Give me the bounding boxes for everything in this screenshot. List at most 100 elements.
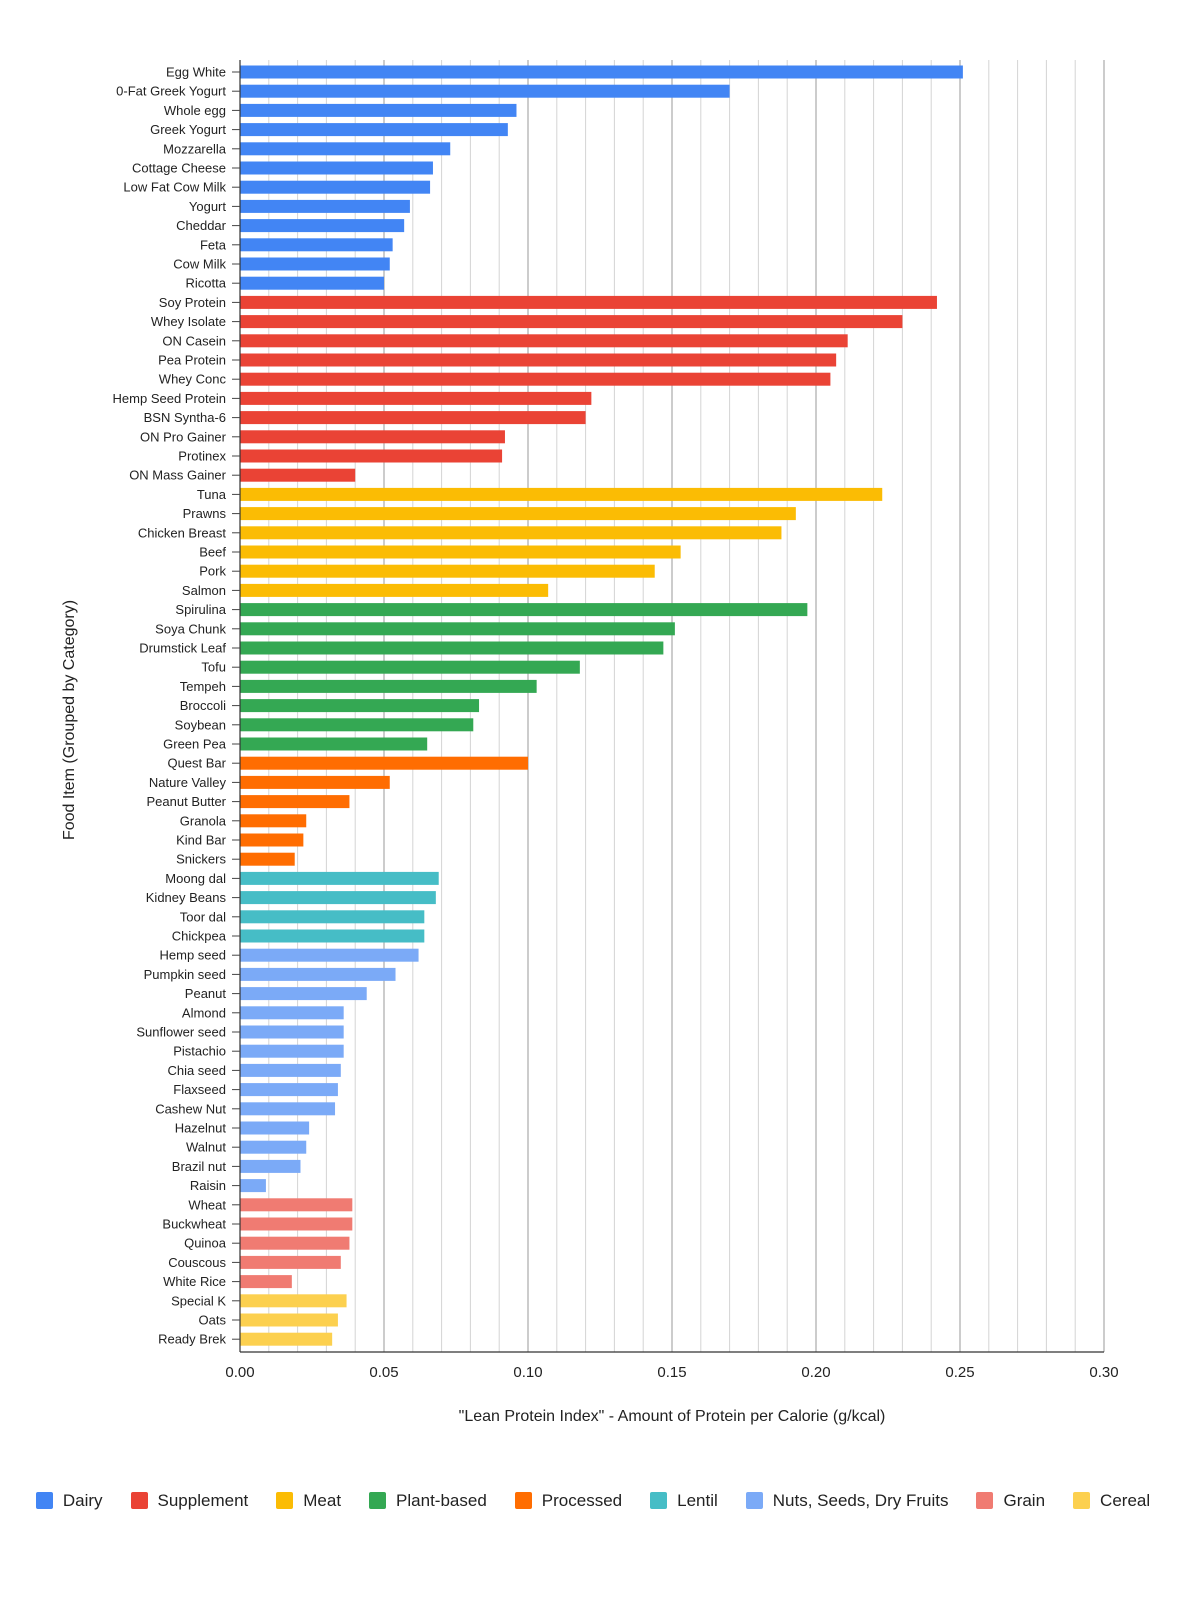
y-tick-label: Chia seed — [167, 1063, 226, 1078]
bar — [240, 1083, 338, 1097]
y-tick-label: Raisin — [190, 1178, 226, 1193]
bar — [240, 852, 295, 866]
y-tick-labels: Egg White 0-Fat Greek Yogurt Whole egg Gree… — [113, 65, 240, 1347]
x-tick-label: 0.05 — [369, 1364, 398, 1381]
legend-item: Plant-based — [369, 1488, 487, 1514]
y-tick-label: Almond — [182, 1005, 226, 1020]
bar — [240, 641, 664, 655]
legend-swatch — [1073, 1492, 1091, 1509]
y-tick-label: Walnut — [186, 1140, 226, 1155]
y-tick-label: Quest Bar — [167, 756, 226, 771]
legend-item: Processed — [514, 1488, 622, 1514]
bar — [240, 411, 586, 425]
bar — [240, 372, 831, 386]
x-tick-label: 0.25 — [945, 1364, 974, 1381]
y-tick-label: Soy Protein — [159, 295, 226, 310]
bar — [240, 1025, 344, 1039]
y-tick-label: ON Pro Gainer — [140, 429, 227, 444]
bar — [240, 161, 433, 175]
bar — [240, 1198, 353, 1212]
legend-label: Dairy — [62, 1491, 103, 1510]
bar — [240, 199, 410, 213]
y-tick-label: Salmon — [182, 583, 226, 598]
bar — [240, 142, 451, 156]
legend-item: Meat — [276, 1488, 341, 1514]
bar — [240, 315, 903, 329]
y-axis-title: Food Item (Grouped by Category) — [61, 600, 78, 840]
bar — [240, 238, 393, 252]
bars-group — [239, 60, 1104, 1353]
bar — [240, 545, 681, 559]
y-tick-label: Tempeh — [180, 679, 226, 694]
y-tick-label: Whey Isolate — [151, 314, 226, 329]
bar — [240, 910, 425, 924]
y-tick-label: Protinex — [178, 449, 226, 464]
x-tick-label: 0.00 — [225, 1364, 254, 1381]
y-tick-label: ON Casein — [162, 333, 226, 348]
y-tick-label: Drumstick Leaf — [139, 641, 226, 656]
bar — [240, 84, 730, 98]
x-tick-labels: 0.00 0.05 0.10 0.15 0.20 0.25 0.30 — [225, 1364, 1118, 1381]
y-tick-label: White Rice — [163, 1274, 226, 1289]
y-tick-label: Wheat — [188, 1197, 226, 1212]
chart-legend: Dairy Supplement Meat Plant-based Processed L… — [0, 1488, 1186, 1514]
legend-item: Grain — [976, 1488, 1045, 1514]
y-tick-label: Pea Protein — [158, 353, 226, 368]
legend-item: Supplement — [130, 1488, 248, 1514]
y-tick-label: Peanut — [185, 986, 227, 1001]
bar — [240, 1255, 341, 1269]
legend-label: Nuts, Seeds, Dry Fruits — [772, 1491, 949, 1510]
bar — [240, 487, 883, 501]
x-tick-label: 0.30 — [1089, 1364, 1118, 1381]
bar — [240, 1102, 336, 1116]
legend-label: Lentil — [677, 1491, 718, 1510]
y-tick-label: Oats — [199, 1313, 227, 1328]
legend-item: Dairy — [35, 1488, 103, 1514]
legend-item: Nuts, Seeds, Dry Fruits — [745, 1488, 949, 1514]
bar — [240, 622, 675, 636]
y-tick-label: Spirulina — [175, 602, 226, 617]
y-tick-label: Green Pea — [163, 737, 227, 752]
y-tick-label: Soya Chunk — [155, 621, 226, 636]
y-tick-label: Prawns — [183, 506, 227, 521]
y-tick-label: Flaxseed — [173, 1082, 226, 1097]
y-tick-label: Nature Valley — [149, 775, 227, 790]
y-tick-label: Couscous — [168, 1255, 226, 1270]
y-tick-label: Yogurt — [189, 199, 226, 214]
y-tick-label: Pork — [199, 564, 226, 579]
bar — [240, 1275, 292, 1289]
y-tick-label: Kind Bar — [176, 833, 227, 848]
bar — [240, 833, 304, 847]
bar — [240, 1006, 344, 1020]
y-tick-label: Granola — [180, 813, 227, 828]
bar — [240, 468, 356, 482]
y-tick-label: Cottage Cheese — [132, 161, 226, 176]
bar — [240, 353, 837, 367]
bar — [240, 603, 808, 617]
bar — [240, 1313, 338, 1327]
y-tick-label: Broccoli — [180, 698, 226, 713]
bar — [240, 948, 419, 962]
y-tick-label: Whey Conc — [159, 372, 227, 387]
legend-swatch — [650, 1492, 668, 1509]
legend-swatch — [976, 1492, 994, 1509]
legend-swatch — [514, 1492, 532, 1509]
y-tick-label: Whole egg — [164, 103, 226, 118]
bar — [240, 795, 350, 809]
legend-item: Cereal — [1073, 1488, 1150, 1514]
bar — [240, 718, 474, 732]
bar — [240, 660, 580, 674]
y-tick-label: Feta — [200, 237, 227, 252]
bar — [240, 1217, 353, 1231]
bar — [240, 775, 390, 789]
x-tick-label: 0.10 — [513, 1364, 542, 1381]
legend-swatch — [276, 1492, 294, 1509]
bar — [240, 814, 307, 828]
bar — [240, 180, 431, 194]
bar — [240, 987, 367, 1001]
legend-item: Lentil — [650, 1488, 718, 1514]
x-tick-label: 0.15 — [657, 1364, 686, 1381]
y-tick-label: Buckwheat — [162, 1217, 226, 1232]
bar — [240, 65, 963, 79]
y-tick-label: Low Fat Cow Milk — [123, 180, 226, 195]
